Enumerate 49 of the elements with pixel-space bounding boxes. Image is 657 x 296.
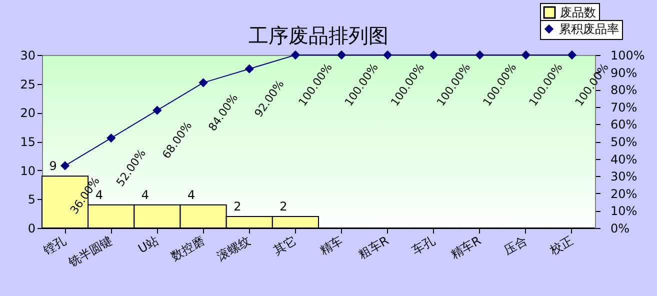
y-tick-label: 10 <box>20 164 36 178</box>
x-tick-label: 滚螺纹 <box>214 233 253 264</box>
point <box>291 50 300 60</box>
y2-tick-label: 100% <box>610 48 645 62</box>
y-tick-label: 20 <box>20 106 36 120</box>
legend-label: 废品数 <box>560 6 596 20</box>
y2-tick-label: 10% <box>610 204 638 218</box>
x-tick-label: 精车R <box>448 233 484 262</box>
y2-tick-label: 30% <box>610 170 638 184</box>
y2-tick-label: 0% <box>610 222 630 236</box>
data-label: 2 <box>280 199 288 214</box>
point <box>476 50 484 60</box>
point <box>60 162 70 170</box>
x-tick-label: 压合 <box>502 233 530 258</box>
y-tick-label: 5 <box>28 192 36 207</box>
y-tick-label: 0 <box>28 222 36 236</box>
data-label: 4 <box>187 188 196 202</box>
point <box>430 50 438 60</box>
point <box>245 64 254 73</box>
y2-tick-label: 90% <box>610 66 638 80</box>
point <box>522 50 530 60</box>
y-tick-label: 25 <box>20 77 36 92</box>
point <box>199 78 208 87</box>
x-tick-label: 校正 <box>546 233 576 258</box>
x-tick-label: 数控磨 <box>168 233 207 264</box>
x-tick-label: 镗孔 <box>40 233 69 258</box>
y-tick-label: 30 <box>20 48 36 62</box>
y2-tick-label: 60% <box>610 118 638 132</box>
x-tick-label: U站 <box>136 233 161 256</box>
y2-tick-label: 20% <box>610 186 638 201</box>
x-tick-label: 车孔 <box>409 233 438 258</box>
y2-tick-label: 80% <box>610 83 638 98</box>
data-label: 2 <box>234 199 242 214</box>
y2-tick-label: 70% <box>610 100 638 114</box>
y2-tick-label: 50% <box>610 135 638 149</box>
x-tick-label: 粗车R <box>356 233 392 262</box>
chart-title: 工序废品排列图 <box>248 24 388 48</box>
y-tick-label: 15 <box>20 135 36 149</box>
data-label: 4 <box>141 188 150 202</box>
y2-tick-label: 40% <box>610 152 638 166</box>
legend-label: 累积废品率 <box>559 22 619 36</box>
x-tick-label: 其它 <box>271 233 299 258</box>
point <box>568 50 576 60</box>
point <box>337 50 346 60</box>
point <box>106 134 116 142</box>
point <box>383 50 392 60</box>
x-tick-label: 精车 <box>317 233 346 258</box>
data-label: 9 <box>49 159 57 174</box>
point <box>153 106 162 115</box>
